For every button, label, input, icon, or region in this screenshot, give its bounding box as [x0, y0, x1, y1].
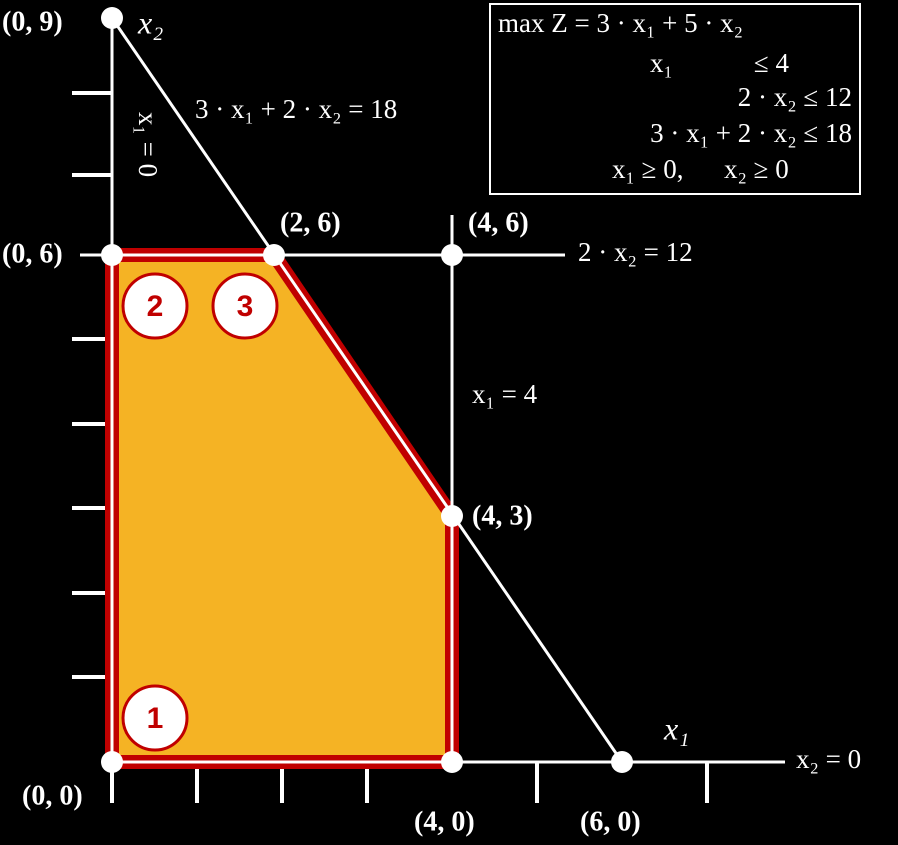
vertices: [101, 7, 633, 773]
line-label: 2 · x₂ = 12: [578, 237, 693, 267]
marker-circles: [121, 272, 279, 752]
y-axis-label: x₂: [137, 4, 163, 40]
line-label: x₁ = 4: [472, 379, 538, 409]
model-line: 2 · x₂ ≤ 12: [738, 82, 852, 112]
model-line: x₁ ≤ 4: [650, 48, 789, 78]
line-label: 3 · x₁ + 2 · x₂ = 18: [195, 94, 397, 124]
model-line: 3 · x₁ + 2 · x₂ ≤ 18: [650, 118, 852, 148]
point-label: (0, 6): [2, 238, 63, 269]
model-box: [489, 3, 861, 195]
marker: 1: [147, 702, 164, 735]
model-line: x₁ ≥ 0, x₂ ≥ 0: [612, 154, 789, 184]
marker: 3: [237, 290, 254, 323]
point-label: (0, 0): [22, 780, 83, 811]
line-label: x₂ = 0: [796, 744, 861, 774]
point-label: (4, 3): [472, 500, 533, 531]
line-label: x₁ = 0: [133, 112, 163, 177]
point-label: (0, 9): [2, 6, 63, 37]
marker: 2: [147, 290, 164, 323]
point-label: (4, 0): [414, 806, 475, 837]
model-line: max Z = 3 · x₁ + 5 · x₂: [498, 8, 743, 38]
point-label: (4, 6): [468, 207, 529, 238]
point-label: (6, 0): [580, 806, 641, 837]
point-label: (2, 6): [280, 207, 341, 238]
ticks: [72, 91, 709, 803]
x-axis-label: x₁: [663, 710, 689, 746]
